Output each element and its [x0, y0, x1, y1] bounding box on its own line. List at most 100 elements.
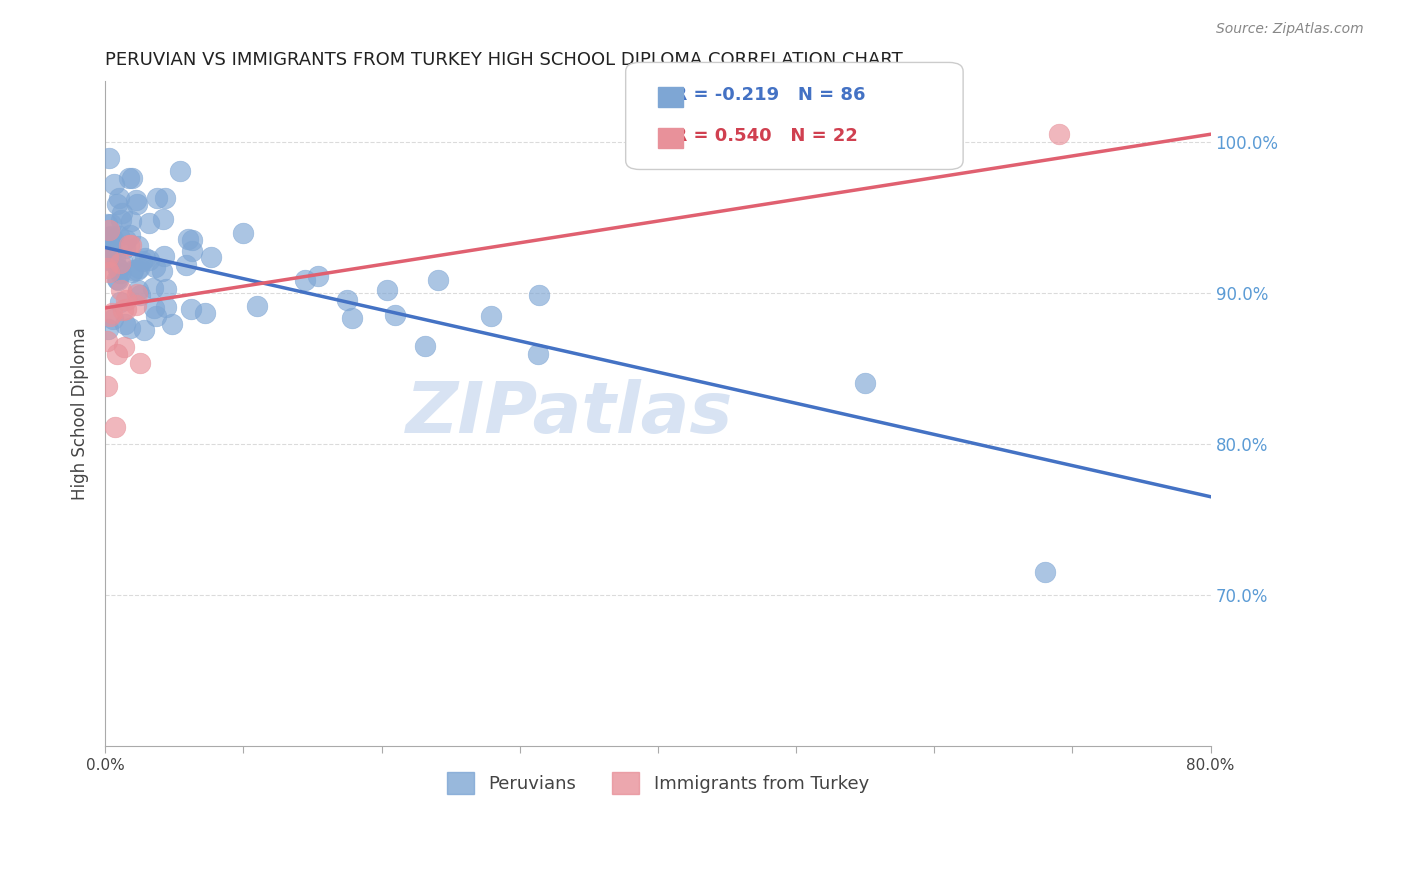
Point	[118, 170, 141, 185]
Point	[145, 309, 167, 323]
Point	[111, 252, 134, 267]
Point	[294, 273, 316, 287]
Point	[180, 302, 202, 317]
Point	[105, 196, 128, 211]
Point	[142, 281, 165, 295]
Point	[143, 260, 166, 274]
Point	[336, 293, 359, 307]
Point	[96, 260, 118, 275]
Point	[103, 177, 125, 191]
Point	[121, 265, 143, 279]
Point	[107, 273, 129, 287]
Point	[117, 238, 139, 252]
Point	[153, 191, 176, 205]
Point	[142, 301, 165, 316]
Point	[127, 238, 149, 252]
Point	[105, 271, 128, 285]
Point	[110, 283, 132, 297]
Point	[98, 222, 121, 236]
Point	[101, 312, 124, 326]
Point	[152, 211, 174, 226]
Point	[128, 356, 150, 370]
Point	[1033, 565, 1056, 579]
Point	[177, 232, 200, 246]
Text: R = 0.540   N = 22: R = 0.540 N = 22	[661, 128, 858, 145]
Point	[97, 235, 120, 249]
Point	[375, 284, 398, 298]
Point	[96, 252, 118, 266]
Point	[138, 252, 160, 267]
Point	[127, 283, 149, 297]
Point	[479, 309, 502, 323]
Point	[128, 261, 150, 276]
Point	[97, 322, 120, 336]
Text: PERUVIAN VS IMMIGRANTS FROM TURKEY HIGH SCHOOL DIPLOMA CORRELATION CHART: PERUVIAN VS IMMIGRANTS FROM TURKEY HIGH …	[105, 51, 903, 69]
Point	[120, 214, 142, 228]
Point	[96, 233, 118, 247]
Point	[129, 287, 152, 301]
Point	[98, 151, 121, 165]
Point	[104, 251, 127, 265]
Text: ZIPatlas: ZIPatlas	[406, 379, 733, 448]
Point	[145, 191, 167, 205]
Point	[107, 261, 129, 276]
Point	[98, 310, 121, 324]
Text: R = -0.219   N = 86: R = -0.219 N = 86	[661, 87, 865, 104]
Point	[138, 216, 160, 230]
Point	[174, 258, 197, 272]
Y-axis label: High School Diploma: High School Diploma	[72, 327, 89, 500]
Text: Source: ZipAtlas.com: Source: ZipAtlas.com	[1216, 22, 1364, 37]
Point	[108, 256, 131, 270]
Point	[114, 340, 136, 354]
Point	[96, 252, 118, 267]
Point	[98, 265, 121, 279]
Point	[101, 306, 124, 320]
Point	[111, 206, 134, 220]
Point	[115, 234, 138, 248]
Legend: Peruvians, Immigrants from Turkey: Peruvians, Immigrants from Turkey	[437, 764, 879, 804]
Point	[104, 419, 127, 434]
Point	[853, 376, 876, 391]
Point	[125, 262, 148, 277]
Point	[97, 230, 120, 244]
Point	[232, 226, 254, 240]
Point	[111, 303, 134, 318]
Point	[115, 301, 138, 316]
Point	[100, 238, 122, 252]
Point	[108, 266, 131, 280]
Point	[155, 301, 177, 315]
Point	[132, 323, 155, 337]
Point	[527, 287, 550, 301]
Point	[384, 308, 406, 322]
Point	[134, 252, 156, 266]
Point	[101, 232, 124, 246]
Point	[100, 217, 122, 231]
Point	[246, 299, 269, 313]
Point	[125, 286, 148, 301]
Point	[97, 243, 120, 257]
Point	[96, 334, 118, 348]
Point	[120, 228, 142, 243]
Point	[181, 244, 204, 259]
Point	[110, 295, 132, 310]
Point	[155, 282, 177, 296]
Point	[200, 250, 222, 264]
Point	[194, 306, 217, 320]
Point	[100, 244, 122, 259]
Point	[125, 193, 148, 207]
Point	[96, 218, 118, 232]
Point	[100, 228, 122, 243]
Point	[114, 317, 136, 331]
Point	[114, 241, 136, 255]
Point	[1047, 127, 1070, 141]
Point	[427, 273, 450, 287]
Point	[342, 310, 364, 325]
Point	[169, 164, 191, 178]
Point	[125, 298, 148, 312]
Point	[115, 293, 138, 307]
Point	[307, 269, 329, 284]
Point	[107, 261, 129, 276]
Point	[120, 238, 142, 252]
Point	[97, 250, 120, 264]
Point	[110, 213, 132, 227]
